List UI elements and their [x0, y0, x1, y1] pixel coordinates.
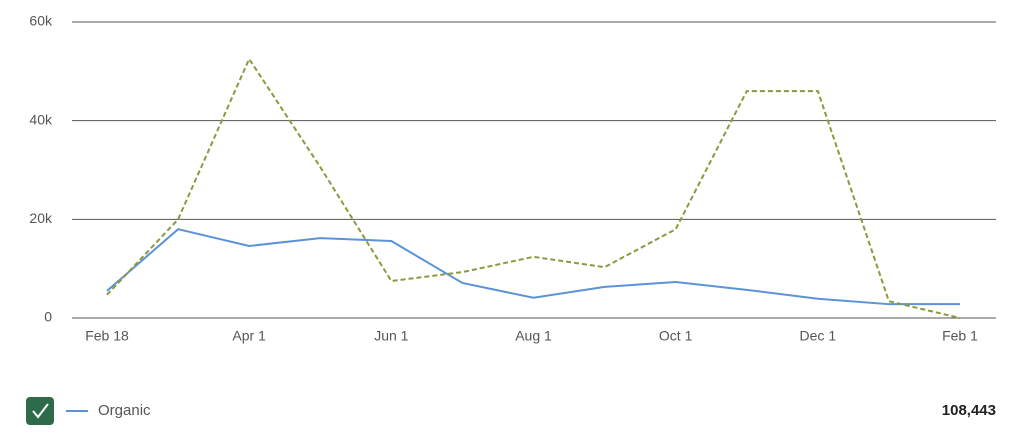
series-line [106, 56, 961, 319]
legend-label: Organic [98, 402, 151, 419]
x-tick-label: Aug 1 [515, 328, 552, 344]
x-tick-label: Feb 18 [85, 328, 129, 344]
x-tick-label: Apr 1 [232, 328, 266, 344]
y-tick-label: 20k [29, 210, 53, 226]
x-tick-label: Oct 1 [659, 328, 693, 344]
summary-total: 108,443 [942, 402, 996, 419]
check-mark [32, 403, 49, 419]
legend-checkbox[interactable] [26, 397, 54, 425]
x-tick-label: Jun 1 [374, 328, 408, 344]
y-tick-label: 40k [29, 111, 53, 127]
x-tick-label: Dec 1 [800, 328, 837, 344]
x-tick-label: Feb 1 [942, 328, 978, 344]
y-tick-label: 60k [29, 13, 53, 29]
series-line [106, 228, 960, 306]
y-tick-label: 0 [44, 309, 52, 325]
